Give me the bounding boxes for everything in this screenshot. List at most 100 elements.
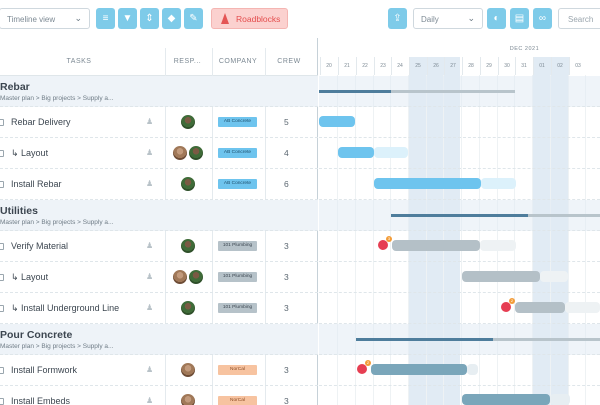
- crew-count: 3: [284, 272, 289, 282]
- group-summary-bar[interactable]: [391, 90, 515, 93]
- group-summary-bar[interactable]: [493, 338, 600, 341]
- task-checkbox[interactable]: [0, 274, 4, 281]
- user-icon[interactable]: ♟: [146, 396, 154, 405]
- task-bar-remaining[interactable]: [565, 302, 600, 313]
- user-icon[interactable]: ♟: [146, 241, 154, 250]
- group-breadcrumb: Master plan > Big projects > Supply a...: [0, 219, 114, 226]
- crew-count: 3: [284, 365, 289, 375]
- group-title: Rebar: [0, 81, 30, 93]
- task-row[interactable]: ↳ Layout ♟ 101 Plumbing 3: [0, 262, 318, 293]
- task-checkbox[interactable]: [0, 119, 4, 126]
- task-bar-remaining[interactable]: [480, 240, 516, 251]
- task-bar[interactable]: [338, 147, 374, 158]
- timeline-row: [319, 293, 600, 324]
- day-cell: 01: [533, 57, 550, 75]
- group-title: Pour Concrete: [0, 329, 73, 341]
- task-checkbox[interactable]: [0, 243, 4, 250]
- task-name: Install Formwork: [11, 365, 78, 375]
- task-checkbox[interactable]: [0, 181, 4, 188]
- palette-icon[interactable]: ◐: [487, 8, 506, 29]
- view-select[interactable]: Timeline view ⌄: [0, 8, 90, 29]
- roadblock-icon[interactable]: 3: [378, 236, 392, 250]
- group-row-utilities[interactable]: Utilities Master plan > Big projects > S…: [0, 200, 318, 231]
- col-crew[interactable]: CREW: [277, 58, 301, 65]
- task-row[interactable]: Verify Material ♟ 101 Plumbing 3: [0, 231, 318, 262]
- group-summary-bar[interactable]: [319, 90, 391, 93]
- task-row[interactable]: Rebar Delivery ♟ AB Concrete 5: [0, 107, 318, 138]
- company-badge: AB Concrete: [218, 179, 257, 189]
- user-icon[interactable]: ♟: [146, 117, 154, 126]
- handshake-icon[interactable]: ∞: [533, 8, 552, 29]
- group-row-rebar[interactable]: Rebar Master plan > Big projects > Suppl…: [0, 76, 318, 107]
- group-summary-bar[interactable]: [356, 338, 493, 341]
- task-checkbox[interactable]: [0, 150, 4, 157]
- scale-select[interactable]: Daily ⌄: [413, 8, 483, 29]
- grid-line: [585, 75, 586, 405]
- crew-count: 3: [284, 396, 289, 405]
- task-bar[interactable]: [371, 364, 467, 375]
- task-name: ↳ Layout: [11, 148, 49, 158]
- task-name: ↳ Layout: [11, 272, 49, 282]
- search-input[interactable]: Search: [558, 8, 600, 29]
- task-bar[interactable]: [462, 271, 540, 282]
- crew-count: 4: [284, 148, 289, 158]
- company-badge: 101 Plumbing: [218, 303, 257, 313]
- sort-icon[interactable]: ⇕: [140, 8, 159, 29]
- task-row[interactable]: Install Embeds ♟ NorCal 3: [0, 386, 318, 405]
- group-row-pour-concrete[interactable]: Pour Concrete Master plan > Big projects…: [0, 324, 318, 355]
- task-name: Install Rebar: [11, 179, 62, 189]
- filter-icon[interactable]: ▼: [118, 8, 137, 29]
- task-bar-remaining[interactable]: [374, 147, 408, 158]
- task-bar[interactable]: [392, 240, 480, 251]
- filter-lines-icon[interactable]: ≡: [96, 8, 115, 29]
- task-row[interactable]: Install Rebar ♟ AB Concrete 6: [0, 169, 318, 200]
- col-tasks[interactable]: TASKS: [66, 58, 92, 65]
- task-checkbox[interactable]: [0, 367, 4, 374]
- timeline-row: [319, 107, 600, 138]
- search-placeholder: Search: [568, 15, 594, 24]
- user-icon[interactable]: ♟: [146, 303, 154, 312]
- task-bar-remaining[interactable]: [550, 394, 570, 405]
- task-checkbox[interactable]: [0, 305, 4, 312]
- edit-icon[interactable]: ✎: [184, 8, 203, 29]
- day-cell: 29: [480, 57, 497, 75]
- share-icon[interactable]: ⇪: [388, 8, 407, 29]
- avatar: [180, 114, 196, 130]
- timeline-row: [319, 262, 600, 293]
- group-title: Utilities: [0, 205, 38, 217]
- grid-line: [568, 75, 569, 405]
- task-bar[interactable]: [374, 178, 481, 189]
- day-cell: 20: [320, 57, 337, 75]
- traffic-cone-icon: [221, 13, 229, 24]
- day-cell: 21: [338, 57, 355, 75]
- col-responsible[interactable]: RESP...: [173, 58, 202, 65]
- group-summary-bar[interactable]: [528, 214, 600, 217]
- day-cell: 03: [569, 57, 586, 75]
- task-bar[interactable]: [462, 394, 550, 405]
- task-bar[interactable]: [515, 302, 565, 313]
- user-icon[interactable]: ♟: [146, 179, 154, 188]
- roadblocks-button[interactable]: Roadblocks: [211, 8, 288, 29]
- user-icon[interactable]: ♟: [146, 148, 154, 157]
- user-icon[interactable]: ♟: [146, 272, 154, 281]
- layers-icon[interactable]: ◆: [162, 8, 181, 29]
- task-bar[interactable]: [319, 116, 355, 127]
- task-name: ↳ Install Underground Line: [11, 303, 120, 313]
- user-icon[interactable]: ♟: [146, 365, 154, 374]
- company-badge: NorCal: [218, 365, 257, 375]
- task-bar-remaining[interactable]: [481, 178, 516, 189]
- day-cell: 30: [498, 57, 515, 75]
- roadblock-icon[interactable]: 2: [357, 360, 371, 374]
- task-checkbox[interactable]: [0, 398, 4, 405]
- task-bar-remaining[interactable]: [467, 364, 478, 375]
- task-row[interactable]: ↳ Install Underground Line ♟ 101 Plumbin…: [0, 293, 318, 324]
- task-bar-remaining[interactable]: [540, 271, 568, 282]
- day-cell: 31: [515, 57, 532, 75]
- grid-line: [373, 75, 374, 405]
- roadblock-icon[interactable]: 2: [501, 298, 515, 312]
- group-summary-bar[interactable]: [391, 214, 528, 217]
- task-row[interactable]: ↳ Layout ♟ AB Concrete 4: [0, 138, 318, 169]
- document-icon[interactable]: ▤: [510, 8, 529, 29]
- col-company[interactable]: COMPANY: [218, 58, 258, 65]
- task-row[interactable]: Install Formwork ♟ NorCal 3: [0, 355, 318, 386]
